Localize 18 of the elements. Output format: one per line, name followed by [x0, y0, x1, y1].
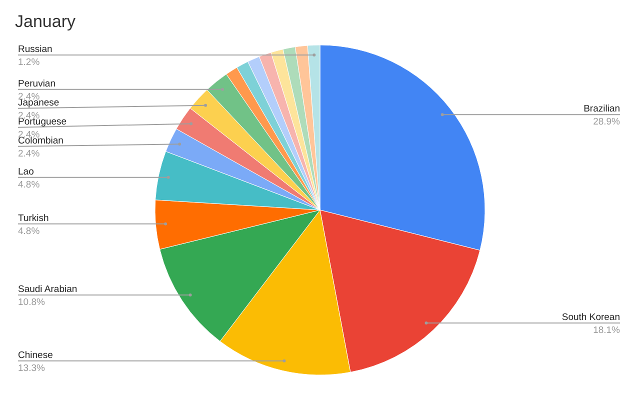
slice-label: Peruvian	[18, 78, 56, 90]
slice-label: Lao	[18, 166, 34, 178]
data-label: 28.9%	[593, 116, 621, 128]
data-label: 18.1%	[593, 324, 621, 336]
slice-label: South Korean	[562, 312, 620, 323]
chart-title: January	[15, 12, 76, 31]
slice-label: Turkish	[18, 212, 49, 224]
data-label: 4.8%	[18, 179, 40, 190]
data-label: 1.2%	[18, 57, 40, 68]
data-label: 10.8%	[18, 297, 46, 308]
slice-label: Russian	[18, 44, 52, 56]
data-label: 4.8%	[18, 226, 40, 237]
slice-label: Colombian	[18, 135, 64, 146]
data-label: 2.4%	[18, 148, 40, 160]
slice-label: Saudi Arabian	[18, 284, 78, 296]
slice-label: Brazilian	[584, 104, 620, 115]
slice-label: Chinese	[18, 350, 53, 361]
data-label: 13.3%	[18, 362, 46, 374]
